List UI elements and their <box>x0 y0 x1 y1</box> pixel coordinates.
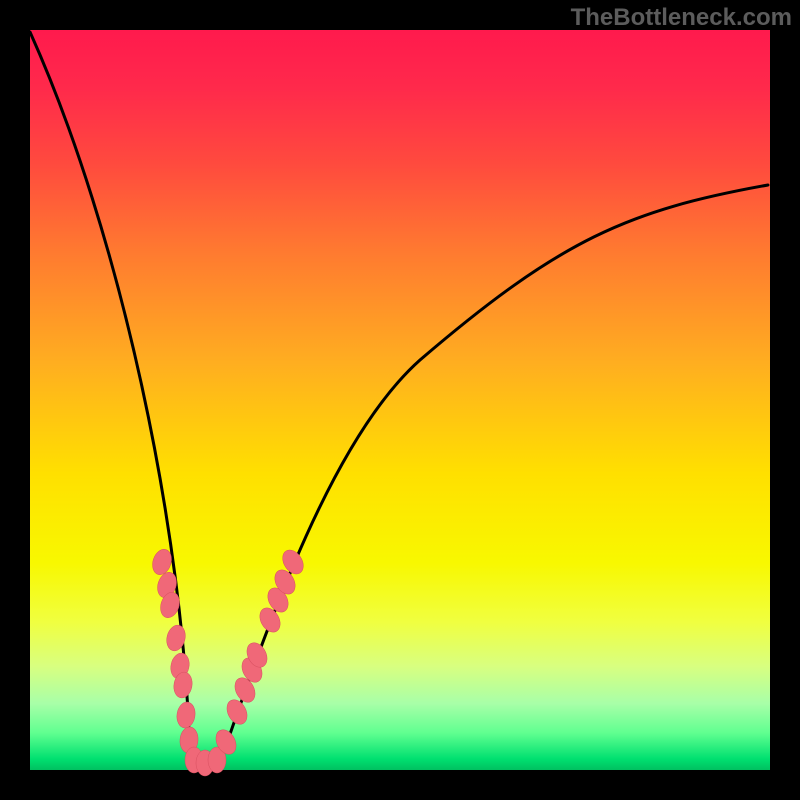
gradient-plot-area <box>30 30 770 770</box>
watermark-text: TheBottleneck.com <box>571 4 792 32</box>
chart-container: TheBottleneck.com <box>0 0 800 800</box>
bottleneck-curve-chart <box>0 0 800 800</box>
